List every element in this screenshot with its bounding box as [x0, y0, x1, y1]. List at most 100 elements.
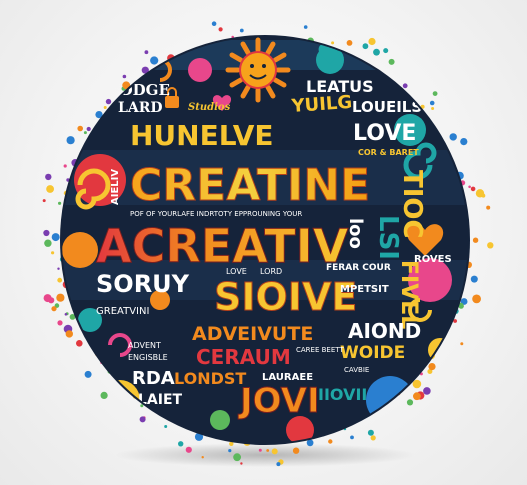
confetti-dot: [201, 456, 204, 459]
confetti-dot: [51, 251, 55, 255]
confetti-dot: [266, 449, 270, 452]
confetti-dot: [95, 111, 103, 119]
confetti-dot: [86, 126, 91, 132]
confetti-dot: [140, 404, 144, 408]
confetti-dot: [258, 448, 262, 452]
confetti-dot: [328, 439, 333, 444]
confetti-dot: [42, 199, 46, 203]
spiral-icon: [75, 168, 111, 210]
confetti-dot: [43, 229, 50, 237]
word-cor-baret: COR & BARET: [358, 148, 419, 157]
confetti-dot: [460, 342, 464, 346]
word-leatus: LEATUS: [306, 77, 374, 96]
confetti-dot: [470, 275, 478, 283]
confetti-dot: [84, 370, 92, 378]
sun-ray: [272, 77, 287, 88]
confetti-dot: [432, 91, 438, 96]
confetti-dot: [185, 446, 192, 453]
confetti-dot: [271, 448, 278, 455]
word-ferar-cour: FERAR COUR: [326, 263, 391, 273]
confetti-dot: [139, 416, 146, 423]
confetti-dot: [388, 58, 395, 65]
word-addge: ADDGE: [107, 81, 170, 99]
lock-icon: [165, 87, 179, 108]
confetti-dot: [402, 83, 408, 89]
confetti-dot: [233, 453, 242, 462]
word-caree-beett: CAREE BEETT: [296, 346, 344, 354]
spiral-icon: [408, 298, 432, 322]
confetti-dot: [44, 239, 52, 247]
confetti-dot: [458, 302, 464, 308]
confetti-dot: [65, 330, 74, 338]
confetti-dot: [468, 185, 471, 189]
confetti-dot: [63, 164, 67, 168]
confetti-dot: [211, 21, 217, 27]
word-creatine: CREATINE: [130, 160, 370, 211]
confetti-dot: [449, 133, 457, 141]
confetti-dot: [429, 100, 435, 106]
confetti-dot: [43, 294, 52, 303]
confetti-dot: [66, 136, 75, 145]
word-tagline: POF OF YOURLAFE INDRTOTY EPPROUNING YOUR: [130, 210, 302, 218]
word-tioc: TIOC: [397, 170, 427, 239]
confetti-dot: [69, 314, 76, 320]
word-mpetsit: MPETSIT: [340, 284, 389, 295]
sun-ray: [272, 52, 287, 63]
confetti-dot: [276, 462, 281, 467]
confetti-dot: [228, 449, 232, 453]
word-hunelve: HUNELVE: [130, 119, 274, 152]
word-lord: LORD: [260, 267, 282, 276]
sun-ray: [265, 84, 276, 99]
word-ceraum: CERAUM: [196, 345, 291, 369]
confetti-dot: [45, 173, 52, 181]
sun-ray: [240, 41, 251, 56]
spiral-icon: [403, 142, 437, 180]
confetti-dot: [428, 363, 436, 371]
word-acreativ: ACREATIV: [96, 219, 349, 273]
spiral-icon: [108, 333, 132, 357]
word-aieliv: AIELIV: [110, 169, 121, 205]
confetti-dot: [472, 294, 481, 304]
word-lsi: LSI: [373, 215, 403, 260]
confetti-dot: [122, 81, 131, 90]
confetti-dot: [362, 43, 369, 50]
sun-ray: [240, 84, 251, 99]
confetti-dot: [413, 392, 421, 401]
confetti-dot: [306, 439, 314, 447]
confetti-dot: [54, 303, 60, 308]
confetti-dot: [144, 50, 149, 55]
confetti-dot: [51, 306, 57, 312]
word-siouve: SIOIVE: [214, 275, 357, 319]
confetti-dot: [472, 237, 479, 243]
word-jovi: JOVI: [238, 381, 320, 421]
word-londst: LONDST: [174, 369, 246, 388]
word-love-small: LOVE: [226, 267, 247, 276]
confetti-dot: [470, 186, 476, 192]
confetti-dot: [46, 185, 54, 193]
word-yuilg: YUILG: [290, 92, 353, 117]
confetti-dot: [56, 293, 65, 302]
confetti-dot: [178, 441, 184, 447]
word-rda: RDA: [132, 368, 175, 389]
confetti-dot: [460, 138, 468, 146]
confetti-dot: [453, 319, 457, 323]
confetti-dot: [373, 48, 380, 56]
sun-ray: [265, 41, 276, 56]
confetti-dot: [164, 425, 168, 428]
confetti-dot: [57, 267, 60, 270]
confetti-dot: [368, 37, 376, 46]
word-roves: ROVES: [414, 254, 452, 265]
confetti-dot: [218, 27, 223, 32]
confetti-dot: [239, 28, 244, 33]
word-aiond: AIOND: [348, 319, 421, 343]
word-adveivute: ADVEIVUTE: [192, 323, 313, 345]
word-laiet: LAIET: [138, 392, 183, 408]
floor-shadow: [115, 443, 415, 467]
word-studios: Studios: [188, 102, 231, 113]
confetti-dot: [423, 387, 431, 395]
confetti-dot: [77, 125, 83, 132]
confetti-dot: [57, 320, 63, 326]
word-lauraee: LAURAEE: [262, 372, 313, 383]
confetti-dot: [486, 205, 491, 210]
confetti-dot: [427, 369, 433, 374]
